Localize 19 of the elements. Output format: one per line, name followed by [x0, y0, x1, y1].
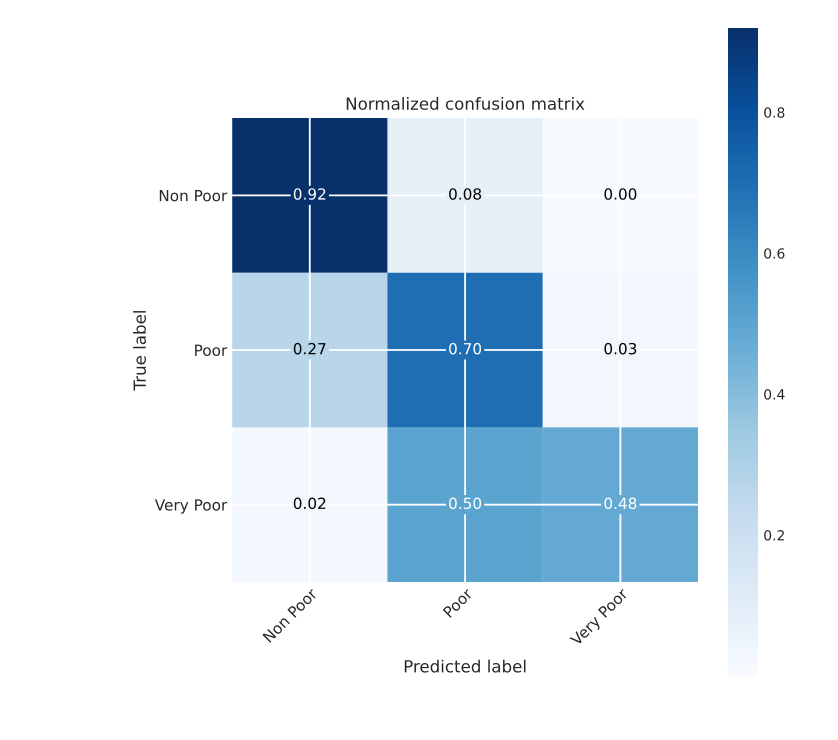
color-bar-label: 0.6	[764, 248, 784, 259]
data-label: 0.50	[449, 498, 482, 510]
data-label: 0.03	[604, 342, 636, 354]
data-label: 0.70	[449, 342, 482, 354]
chart-title: Normalized confusion matrix	[346, 97, 584, 110]
y-tick-label: Poor	[195, 344, 228, 356]
color-bar-label: 0.8	[764, 107, 784, 118]
data-label: 0.48	[604, 498, 636, 510]
data-label: 0.02	[294, 498, 326, 510]
y-axis-title: True label	[133, 311, 146, 391]
data-label: 0.92	[294, 188, 326, 200]
data-label: 0.27	[294, 342, 326, 354]
x-axis-title: Predicted label	[404, 660, 526, 673]
color-bar-label: 0.4	[764, 389, 785, 400]
y-tick-label: Non Poor	[160, 190, 228, 202]
data-label: 0.08	[449, 188, 482, 200]
y-tick-label: Very Poor	[154, 499, 228, 514]
color-bar-label: 0.2	[764, 530, 784, 541]
data-label: 0.00	[604, 188, 636, 200]
